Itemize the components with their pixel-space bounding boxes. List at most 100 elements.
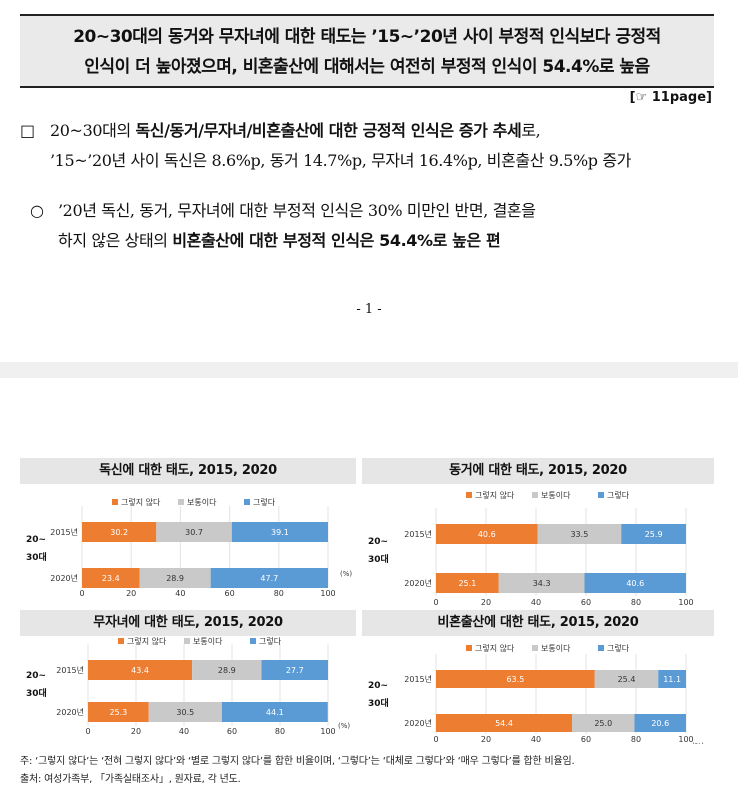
x-tick-label: 80 [631, 598, 641, 607]
chart-title: 동거에 대한 태도, 2015, 2020 [362, 458, 714, 484]
chart-title: 비혼출산에 대한 태도, 2015, 2020 [362, 610, 714, 636]
legend-label: 보통이다 [541, 643, 571, 653]
chart-title: 독신에 대한 태도, 2015, 2020 [20, 458, 356, 484]
data-label: 34.3 [533, 579, 551, 588]
data-label: 39.1 [271, 528, 289, 537]
bullet-primary-line-2: ’15~’20년 사이 독신은 8.6%p, 동거 14.7%p, 무자녀 16… [50, 151, 631, 170]
legend-swatch [598, 492, 604, 498]
group-label: 20~ [368, 681, 388, 691]
data-label: 28.9 [218, 666, 236, 675]
x-tick-label: 60 [581, 598, 591, 607]
bar-segment [261, 660, 328, 680]
data-label: 40.6 [478, 530, 496, 539]
unit-label: (%) [692, 742, 704, 744]
group-label: 20~ [26, 535, 46, 545]
data-label: 30.7 [185, 528, 203, 537]
category-label: 2020년 [404, 578, 432, 588]
chart-plot: 0 20 40 60 80 100 그렇지 않다 보통이다 그렇다 20~ 30대 2015년 30.2… [26, 497, 352, 598]
group-label: 20~ [368, 537, 388, 547]
page-reference-link[interactable]: [☞ 11page] [629, 90, 712, 105]
unit-label: (%) [340, 570, 352, 578]
data-label: 28.9 [166, 574, 184, 583]
bullet-emphasis: 독신/동거/무자녀/비혼출산에 대한 긍정적 인식은 증가 추세 [135, 121, 522, 140]
legend-label: 보통이다 [187, 497, 217, 507]
x-tick-label: 100 [678, 598, 693, 607]
data-label: 27.7 [286, 666, 304, 675]
chart-title: 무자녀에 대한 태도, 2015, 2020 [20, 610, 356, 636]
bullet-secondary-line-2: 하지 않은 상태의 비혼출산에 대한 부정적 인식은 54.4%로 높은 편 [30, 226, 720, 256]
legend-label: 그렇다 [253, 497, 276, 507]
legend-swatch [250, 638, 256, 644]
bar-segment [210, 568, 328, 588]
legend-swatch [466, 492, 472, 498]
bar-segment [498, 573, 585, 593]
bar-segment [88, 702, 149, 722]
chart-plot: 0 20 40 60 80 100 그렇지 않다 보통이다 그렇다 20~ 30대 2015년 63.5… [368, 643, 704, 744]
bullet-primary-line-1: 20~30대의 독신/동거/무자녀/비혼출산에 대한 긍정적 인식은 증가 추세… [20, 116, 720, 146]
legend-swatch [598, 645, 604, 651]
data-label: 33.5 [570, 530, 588, 539]
legend-label: 그렇다 [607, 490, 630, 500]
bar-segment [436, 573, 499, 593]
legend-label: 보통이다 [541, 490, 571, 500]
bar-segment [221, 702, 328, 722]
bar-segment [572, 714, 635, 732]
data-label: 20.6 [651, 719, 669, 728]
circle-bullet-icon: ○ [30, 201, 44, 220]
square-bullet-icon: □ [20, 121, 36, 140]
bar-segment [436, 714, 572, 732]
bar-segment [139, 568, 211, 588]
bullet-secondary-line-1: ’20년 독신, 동거, 무자녀에 대한 부정적 인식은 30% 미만인 반면,… [58, 201, 536, 220]
bar-segment [82, 522, 157, 542]
x-tick-label: 100 [320, 727, 335, 736]
data-label: 25.0 [594, 719, 612, 728]
x-tick-label: 20 [126, 589, 136, 598]
legend-swatch [184, 638, 190, 644]
chart-plot: 0 20 40 60 80 100 그렇지 않다 보통이다 그렇다 20~ 30대 2015년 43.4… [26, 636, 350, 736]
group-label: 20~ [26, 671, 46, 681]
page-number: - 1 - [356, 302, 382, 317]
bar-segment [231, 522, 328, 542]
data-label: 30.2 [110, 528, 128, 537]
data-label: 30.5 [176, 708, 194, 717]
data-label: 25.3 [109, 708, 127, 717]
data-label: 54.4 [495, 719, 513, 728]
legend-swatch [178, 499, 184, 505]
bullet-secondary: ○ ’20년 독신, 동거, 무자녀에 대한 부정적 인식은 30% 미만인 반… [30, 196, 720, 256]
x-tick-label: 100 [678, 735, 693, 744]
bar-segment [88, 660, 193, 680]
chart-plot: 0 20 40 60 80 100 그렇지 않다 보통이다 그렇다 20~ 30대 2015년 40.6… [368, 490, 694, 607]
legend-label: 그렇지 않다 [475, 643, 515, 653]
bullet-primary: □ 20~30대의 독신/동거/무자녀/비혼출산에 대한 긍정적 인식은 증가 … [20, 116, 720, 176]
group-label: 30대 [26, 687, 47, 699]
x-tick-label: 20 [481, 598, 491, 607]
category-label: 2020년 [56, 707, 84, 717]
chart-nonmarital-birth-attitude: 비혼출산에 대한 태도, 2015, 2020 0 20 40 60 80 100 그렇지 … [362, 610, 714, 744]
bar-segment [156, 522, 232, 542]
data-label: 25.9 [645, 530, 663, 539]
bar-segment [537, 524, 622, 544]
x-tick-label: 20 [131, 727, 141, 736]
bar-segment [634, 714, 686, 732]
bullet-text: 로, [521, 121, 541, 140]
bullet-text: 하지 않은 상태의 [58, 231, 173, 250]
x-tick-label: 40 [179, 727, 189, 736]
x-tick-label: 0 [433, 598, 438, 607]
data-label: 25.4 [618, 675, 636, 684]
category-label: 2015년 [50, 527, 78, 537]
legend-label: 그렇지 않다 [127, 636, 167, 646]
category-label: 2015년 [404, 529, 432, 539]
bar-segment [584, 573, 686, 593]
x-tick-label: 20 [481, 735, 491, 744]
group-label: 30대 [368, 553, 389, 565]
legend-swatch [532, 492, 538, 498]
category-label: 2020년 [50, 573, 78, 583]
chart-cohabitation-attitude: 동거에 대한 태도, 2015, 2020 0 20 40 60 80 100 그렇지 않다… [362, 458, 714, 608]
data-label: 23.4 [102, 574, 120, 583]
bar-segment [621, 524, 686, 544]
data-label: 25.1 [458, 579, 476, 588]
bar-segment [658, 670, 686, 688]
chart-single-attitude: 독신에 대한 태도, 2015, 2020 0 20 40 60 80 100 그렇지 않다… [20, 458, 356, 606]
x-tick-label: 80 [631, 735, 641, 744]
legend-label: 그렇지 않다 [475, 490, 515, 500]
